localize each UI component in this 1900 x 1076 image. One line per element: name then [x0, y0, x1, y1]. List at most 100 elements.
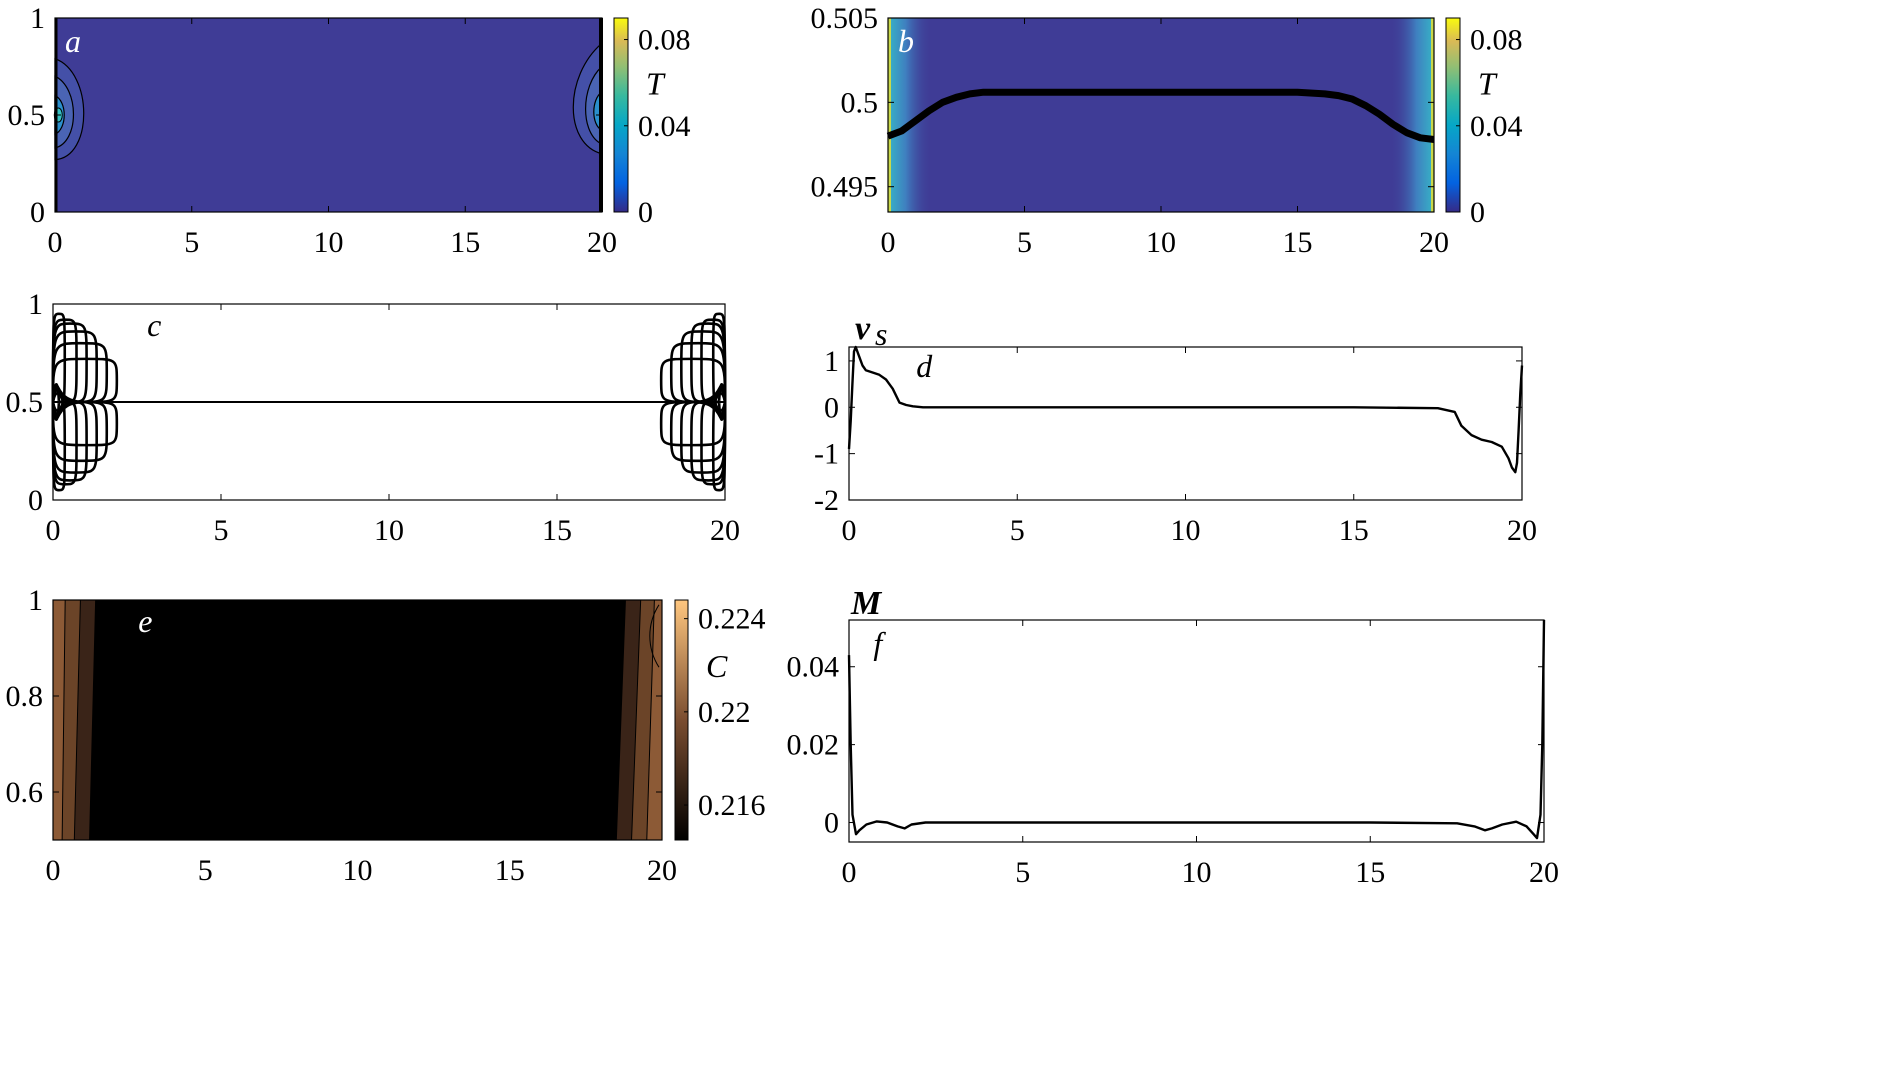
y-tick-label: -2: [814, 484, 839, 517]
x-tick-label: 10: [374, 514, 404, 547]
colorbar-tick-label: 0: [638, 196, 653, 229]
y-tick-label: 1: [28, 288, 43, 321]
x-tick-label: 20: [1529, 856, 1559, 889]
x-tick-label: 0: [842, 856, 857, 889]
axes-frame: [52, 303, 726, 501]
colorbar-gradient: [613, 17, 629, 213]
heatmap-edge-right: [1390, 18, 1434, 212]
colorbar-tick-label: 0.08: [1470, 24, 1523, 57]
colorbar-tick-label: 0.04: [1470, 110, 1523, 143]
axes-frame: [54, 17, 603, 213]
panel-b: [886, 18, 1435, 212]
x-tick-label: 5: [198, 854, 213, 887]
y-tick-label: 1: [824, 345, 839, 378]
y-tick-label: 0: [824, 391, 839, 424]
y-tick-label: 0.5: [841, 86, 879, 119]
axes-frame: [52, 599, 663, 841]
colorbar-a: 0 0.04 0.08 T: [613, 17, 691, 229]
colorbar-tick-label: 0.216: [698, 789, 766, 822]
panel-e: [52, 599, 663, 841]
x-tick-label: 15: [542, 514, 572, 547]
y-tick-label: 0.505: [811, 2, 879, 35]
x-tick-label: 15: [1355, 856, 1385, 889]
colorbar-label: T: [646, 66, 666, 102]
y-tick-label: 0: [28, 484, 43, 517]
interface-curve: [886, 88, 1435, 143]
colorbar-gradient: [1445, 17, 1461, 213]
axes-b: 0 5 10 15 20 0.495 0.5 0.505: [811, 2, 1450, 259]
x-tick-label: 20: [587, 226, 617, 259]
x-tick-label: 5: [184, 226, 199, 259]
y-tick-label: -1: [814, 438, 839, 471]
y-tick-label: 0: [30, 196, 45, 229]
axes-e: 0 5 10 15 20 0.6 0.8 1: [6, 584, 678, 887]
y-axis-label: v: [855, 310, 871, 347]
y-tick-label: 1: [30, 2, 45, 35]
streamline: [51, 357, 119, 404]
x-tick-label: 10: [1182, 856, 1212, 889]
streamline: [659, 357, 727, 404]
heatmap-edge-hot: [1431, 18, 1434, 212]
x-tick-label: 0: [842, 514, 857, 547]
colorbar-label: T: [1478, 66, 1498, 102]
y-tick-label: 0.8: [6, 680, 44, 713]
y-tick-label: 0.02: [787, 729, 840, 762]
y-tick-label: 0.5: [8, 99, 46, 132]
colorbar-tick-label: 0.224: [698, 603, 766, 636]
heatmap-background: [55, 18, 602, 212]
y-tick-label: 1: [28, 584, 43, 617]
colorbar-b: 0 0.04 0.08 T: [1445, 17, 1523, 229]
panel-label-e: e: [138, 603, 152, 639]
colorbar-e: 0.216 0.22 0.224 C: [674, 599, 766, 841]
panel-f: M: [847, 585, 1546, 840]
x-tick-label: 10: [343, 854, 373, 887]
panel-c: [51, 304, 727, 500]
y-axis-label: M: [850, 585, 883, 622]
y-tick-label: 0.6: [6, 776, 44, 809]
x-tick-label: 5: [1010, 514, 1025, 547]
x-tick-label: 10: [1171, 514, 1201, 547]
streamline: [659, 400, 727, 447]
axes-frame: [848, 619, 1545, 843]
x-tick-label: 15: [1283, 226, 1313, 259]
colorbar-tick-label: 0.22: [698, 696, 751, 729]
streamline: [51, 400, 119, 447]
x-tick-label: 0: [46, 514, 61, 547]
panel-label-c: c: [147, 307, 161, 343]
x-tick-label: 10: [1146, 226, 1176, 259]
m-curve: [847, 619, 1546, 840]
colorbar-tick-label: 0: [1470, 196, 1485, 229]
x-tick-label: 0: [881, 226, 896, 259]
colorbar-label: C: [706, 648, 728, 684]
y-tick-label: 0.495: [811, 171, 879, 204]
vs-curve: [847, 345, 1524, 474]
panel-label-f: f: [873, 625, 886, 661]
x-tick-label: 20: [1507, 514, 1537, 547]
panel-a: [53, 18, 603, 212]
axes-frame: [887, 17, 1435, 213]
x-tick-label: 15: [495, 854, 525, 887]
x-tick-label: 5: [1015, 856, 1030, 889]
axes-c: 0 5 10 15 20 0 0.5 1: [6, 288, 741, 547]
panel-label-b: b: [898, 23, 914, 59]
x-tick-label: 5: [214, 514, 229, 547]
panel-label-d: d: [916, 348, 933, 384]
x-tick-label: 20: [1419, 226, 1449, 259]
y-tick-label: 0.04: [787, 651, 840, 684]
x-tick-label: 0: [46, 854, 61, 887]
panel-label-a: a: [65, 23, 81, 59]
x-tick-label: 10: [314, 226, 344, 259]
x-tick-label: 15: [450, 226, 480, 259]
heatmap-background: [888, 18, 1434, 212]
axes-f: 0 5 10 15 20 0 0.02 0.04: [787, 619, 1559, 889]
y-tick-label: 0.5: [6, 386, 44, 419]
heatmap-background: [53, 600, 662, 840]
colorbar-gradient: [674, 599, 689, 841]
axes-frame: [848, 346, 1523, 501]
x-tick-label: 15: [1339, 514, 1369, 547]
axes-d: 0 5 10 15 20 -2 -1 0 1: [814, 345, 1537, 547]
contour-line: [649, 604, 660, 668]
